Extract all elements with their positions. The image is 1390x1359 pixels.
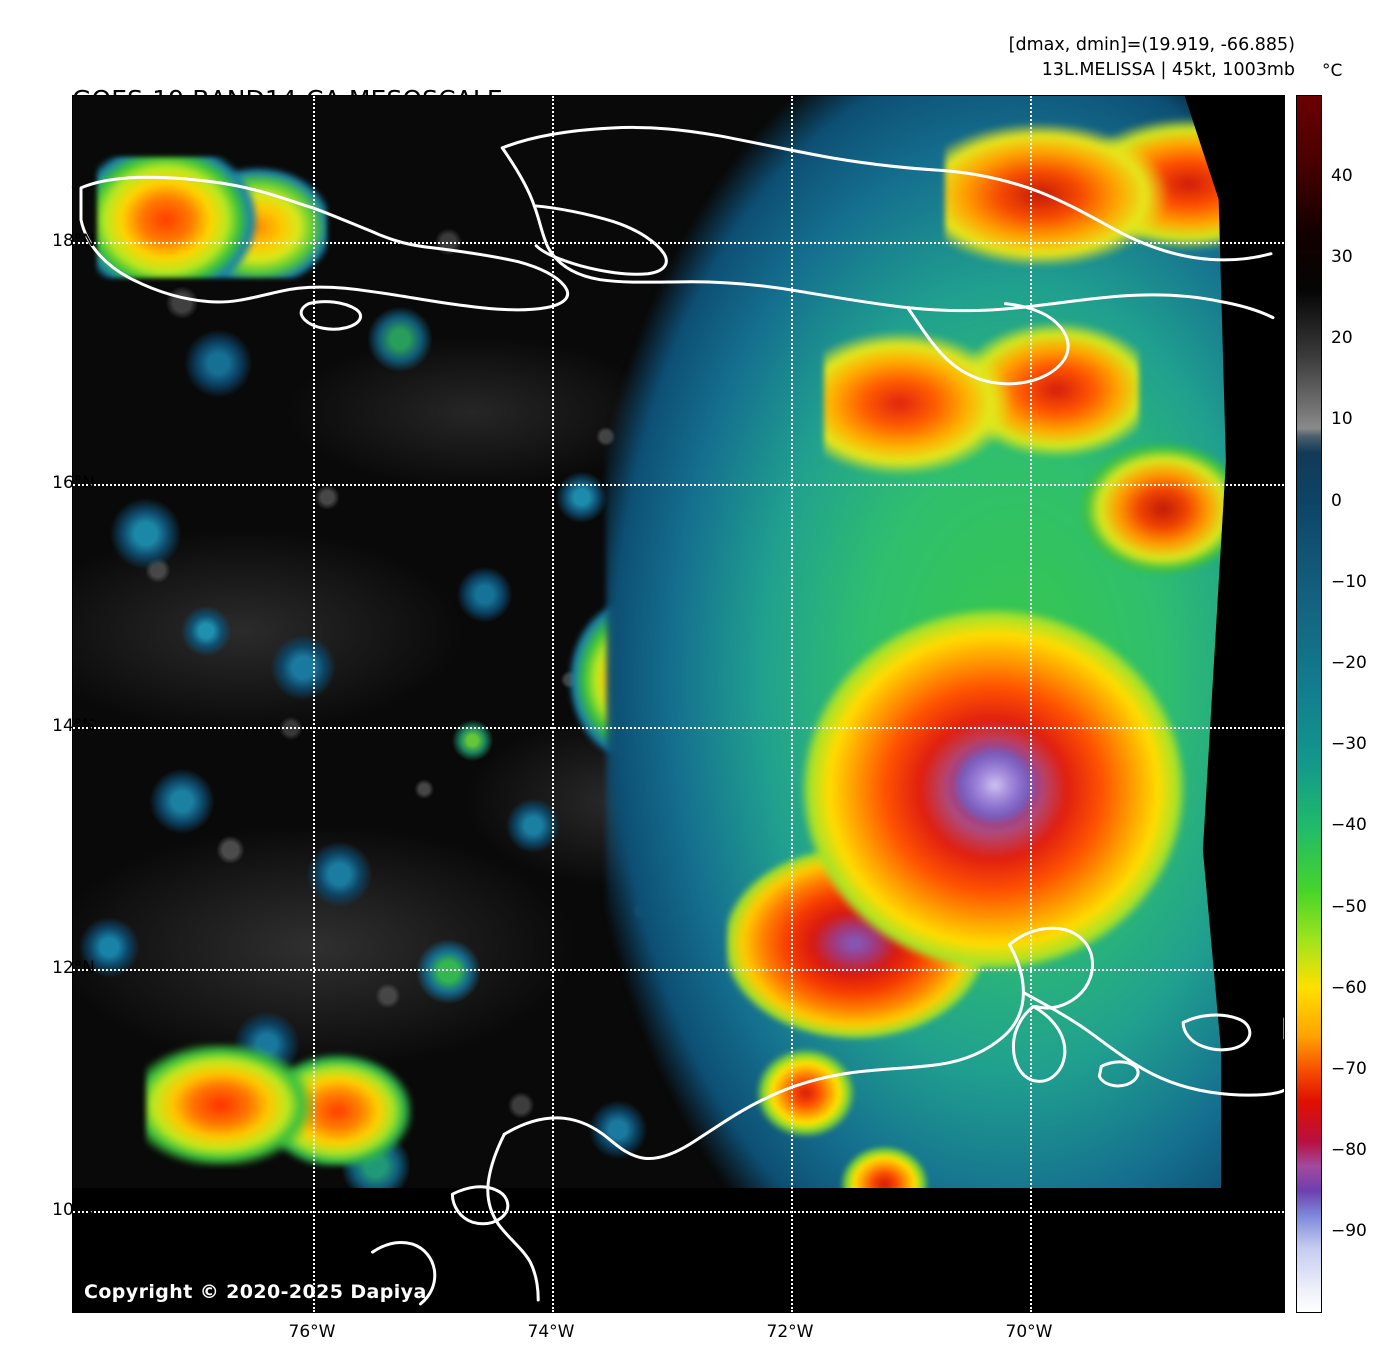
gridline-lon-76w [313,96,315,1312]
gridline-lat-14n [73,727,1284,729]
satellite-data-swath [73,96,1226,1188]
cbtick-m20: −20 [1331,653,1367,673]
venezuela-coast-convection [835,1141,933,1188]
cbtick-30: 30 [1331,247,1353,267]
cbtick-40: 40 [1331,166,1353,186]
gridline-lon-74w [552,96,554,1312]
map-canvas [73,96,1284,1312]
ytick-16n: 16°N [52,473,95,493]
map-plot-area[interactable] [72,95,1285,1313]
east-16n-convection [1066,436,1226,583]
colorbar-unit-label: °C [1322,61,1343,81]
colorbar-gradient [1297,96,1321,1312]
coastline-overlay [79,125,1284,1306]
sw-caribbean-band [145,1044,413,1167]
ytick-18n: 18°N [52,231,95,251]
ytick-14n: 14°N [52,716,95,736]
cbtick-20: 20 [1331,328,1353,348]
xtick-70w: 70°W [1005,1322,1053,1342]
xtick-74w: 74°W [527,1322,575,1342]
gridline-lon-70w [1030,96,1032,1312]
copyright-text: Copyright © 2020-2025 Dapiya [84,1281,427,1303]
colorbar[interactable] [1296,95,1322,1313]
storm-info-text: 13L.MELISSA | 45kt, 1003mb [1041,59,1295,80]
gridline-lat-16n [73,484,1284,486]
ytick-12n: 12°N [52,958,95,978]
gridline-lat-12n [73,969,1284,971]
gridline-lon-72w [791,96,793,1312]
gridline-lat-10n [73,1211,1284,1213]
cbtick-m40: −40 [1331,815,1367,835]
cbtick-0: 0 [1331,491,1342,511]
colombia-coast-convection [751,1044,861,1142]
cbtick-m50: −50 [1331,897,1367,917]
xtick-76w: 76°W [288,1322,336,1342]
gridline-lat-18n [73,242,1284,244]
cbtick-10: 10 [1331,409,1353,429]
ytick-10n: 10°N [52,1200,95,1220]
cbtick-m70: −70 [1331,1059,1367,1079]
xtick-72w: 72°W [766,1322,814,1342]
cbtick-m80: −80 [1331,1140,1367,1160]
cbtick-m10: −10 [1331,572,1367,592]
metadata-block: [dmax, dmin]=(19.919, -66.885) 13L.MELIS… [1009,33,1295,83]
cbtick-m60: −60 [1331,978,1367,998]
hispaniola-convection [944,108,1226,267]
cbtick-m90: −90 [1331,1221,1367,1241]
dmax-dmin-text: [dmax, dmin]=(19.919, -66.885) [1008,35,1295,55]
cbtick-m30: −30 [1331,734,1367,754]
